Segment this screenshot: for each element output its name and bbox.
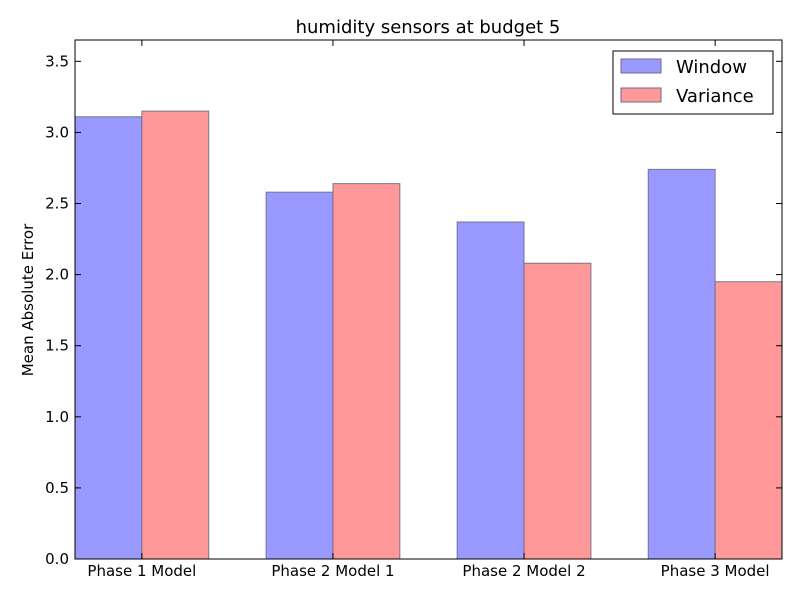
- y-axis-label: Mean Absolute Error: [19, 223, 37, 376]
- y-tick-label: 1.0: [45, 408, 69, 426]
- legend-label-variance: Variance: [676, 86, 754, 107]
- y-tick-label: 0.5: [45, 479, 69, 497]
- ticks-layer: 0.0 0.5 1.0 1.5 2.0 2.5 3.0 3.5 Phase 1 Model Pha…: [45, 40, 782, 580]
- bars-layer: [74, 110, 783, 560]
- chart-title: humidity sensors at budget 5: [296, 17, 561, 38]
- bar-variance-4: [714, 281, 783, 560]
- bar-variance-3: [523, 262, 592, 560]
- bar-variance-1: [141, 110, 210, 560]
- y-tick-label: 2.0: [45, 266, 69, 284]
- bar-window-1: [74, 116, 143, 560]
- bar-window-2: [265, 191, 334, 560]
- y-tick-label: 3.5: [45, 52, 69, 70]
- legend-swatch-window: [620, 58, 662, 74]
- bar-window-3: [456, 221, 525, 560]
- y-tick-label: 2.5: [45, 195, 69, 213]
- bar-window-4: [647, 168, 716, 560]
- x-tick-label: Phase 2 Model 2: [462, 562, 585, 580]
- y-tick-label: 3.0: [45, 123, 69, 141]
- legend: Window Variance: [612, 50, 774, 115]
- x-tick-label: Phase 3 Model: [661, 562, 770, 580]
- y-tick-label: 1.5: [45, 337, 69, 355]
- bar-variance-2: [332, 183, 401, 560]
- x-tick-label: Phase 1 Model: [87, 562, 196, 580]
- legend-label-window: Window: [676, 57, 747, 78]
- legend-swatch-variance: [620, 87, 662, 103]
- x-tick-label: Phase 2 Model 1: [271, 562, 394, 580]
- y-tick-label: 0.0: [45, 550, 69, 568]
- plot-frame: [74, 39, 783, 560]
